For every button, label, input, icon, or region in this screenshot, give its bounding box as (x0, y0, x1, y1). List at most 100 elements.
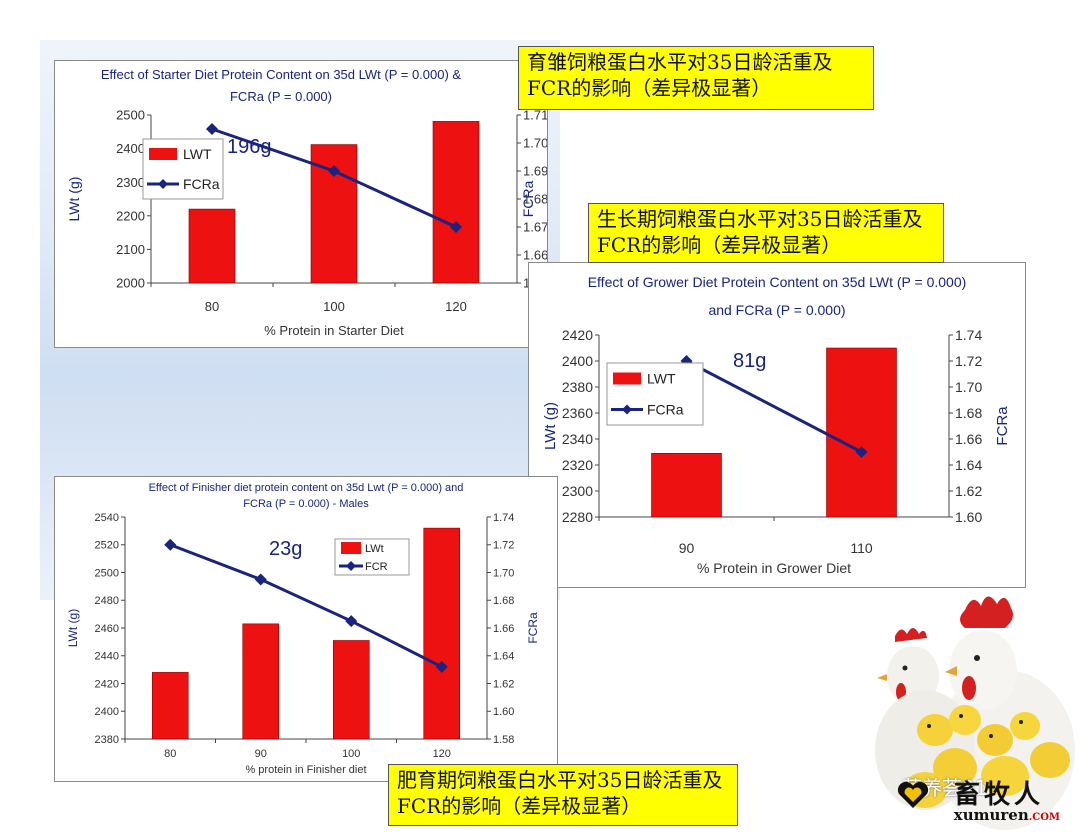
y2-tick-label: 1.68 (955, 405, 982, 421)
x-tick-label: 100 (342, 748, 360, 760)
y2-tick-label: 1.69 (523, 164, 547, 179)
x-tick-label: 80 (164, 748, 176, 760)
x-tick-label: 90 (679, 540, 695, 556)
y-tick-label: 2320 (562, 457, 593, 473)
y2-tick-label: 1.72 (955, 353, 982, 369)
y2-tick-label: 1.72 (493, 540, 514, 552)
starter-chart-panel: Effect of Starter Diet Protein Content o… (54, 60, 548, 348)
fcr-point (164, 538, 177, 551)
chart-title: Effect of Grower Diet Protein Content on… (588, 274, 967, 290)
legend-line-marker (622, 404, 632, 415)
y2-tick-label: 1.74 (493, 512, 514, 524)
finisher-chart-panel: Effect of Finisher diet protein content … (54, 476, 558, 782)
grower-note: 生长期饲粮蛋白水平对35日龄活重及FCR的影响（差异极显著） (588, 203, 944, 263)
fcr-point (328, 165, 340, 177)
y-tick-label: 2280 (562, 509, 593, 525)
y-tick-label: 2400 (116, 141, 145, 156)
y-tick-label: 2420 (95, 678, 119, 690)
fcr-point (435, 660, 448, 673)
y2-axis-label: FCRa (526, 612, 540, 644)
x-axis-label: % protein in Finisher diet (245, 764, 366, 776)
legend-box (142, 138, 224, 200)
chart-title: Effect of Starter Diet Protein Content o… (101, 67, 462, 82)
y2-tick-label: 1.70 (955, 379, 982, 395)
y2-tick-label: 1.64 (493, 651, 514, 663)
y2-tick-label: 1.70 (493, 567, 514, 579)
y2-tick-label: 1.71 (523, 108, 547, 123)
difference-annotation: 81g (733, 350, 766, 372)
x-axis-label: % Protein in Starter Diet (264, 323, 404, 338)
y-tick-label: 2300 (116, 175, 145, 190)
y-tick-label: 2380 (95, 734, 119, 746)
legend-bar-swatch (613, 372, 641, 385)
x-tick-label: 120 (433, 748, 451, 760)
legend-bar-label: LWT (647, 370, 676, 386)
y-tick-label: 2340 (562, 431, 593, 447)
fcr-point (450, 221, 462, 233)
chickens-image (875, 596, 1075, 830)
finisher-chart: Effect of Finisher diet protein content … (66, 482, 540, 776)
starter-note: 育雏饲粮蛋白水平对35日龄活重及FCR的影响（差异极显著） (518, 46, 874, 110)
legend-bar-swatch (149, 148, 177, 160)
y2-tick-label: 1.66 (955, 431, 982, 447)
legend-bar-swatch (341, 542, 361, 554)
y-tick-label: 2480 (95, 595, 119, 607)
y-tick-label: 2380 (562, 379, 593, 395)
y-axis-label: LWt (g) (66, 609, 80, 647)
legend-line-label: FCRa (647, 401, 684, 417)
fcr-point (345, 615, 358, 628)
y-tick-label: 2540 (95, 512, 119, 524)
bar (432, 121, 480, 284)
bar (151, 672, 189, 740)
x-tick-label: 90 (255, 748, 267, 760)
finisher-note: 肥育期饲粮蛋白水平对35日龄活重及FCR的影响（差异极显著） (388, 764, 738, 826)
heart-logo-icon (897, 781, 929, 808)
difference-annotation: 196g (227, 136, 272, 158)
y-tick-label: 2200 (116, 208, 145, 223)
y2-axis-label: FCRa (520, 181, 536, 218)
legend-bar-label: LWT (183, 146, 212, 162)
y-tick-label: 2400 (562, 353, 593, 369)
y-tick-label: 2100 (116, 242, 145, 257)
chart-title: FCRa (P = 0.000) - Males (243, 498, 369, 510)
y-tick-label: 2500 (116, 108, 145, 123)
legend-line-marker (158, 179, 168, 189)
bar (188, 208, 236, 284)
fcr-point (254, 573, 267, 586)
fcr-point (855, 446, 868, 458)
grower-chart: Effect of Grower Diet Protein Content on… (542, 274, 1011, 576)
bar (332, 640, 370, 740)
fcr-line (169, 543, 443, 669)
x-tick-label: 80 (205, 299, 219, 314)
x-tick-label: 110 (850, 540, 873, 556)
chart-title: FCRa (P = 0.000) (230, 89, 332, 104)
y-tick-label: 2520 (95, 540, 119, 552)
y2-axis-label: FCRa (994, 406, 1011, 446)
y-tick-label: 2440 (95, 651, 119, 663)
bar (242, 623, 280, 740)
y-tick-label: 2300 (562, 483, 593, 499)
x-axis-label: % Protein in Grower Diet (697, 560, 851, 576)
legend-line-label: FCRa (183, 176, 220, 192)
y2-tick-label: 1.64 (955, 457, 982, 473)
brand-domain: xumuren.COM (954, 806, 1060, 824)
brand-domain-name: xumuren (953, 806, 1029, 824)
x-tick-label: 100 (323, 299, 345, 314)
bar (826, 347, 897, 518)
y-tick-label: 2400 (95, 706, 119, 718)
y-tick-label: 2500 (95, 567, 119, 579)
grower-chart-panel: Effect of Grower Diet Protein Content on… (528, 262, 1026, 588)
y-tick-label: 2420 (562, 327, 593, 343)
legend-line-label: FCR (365, 561, 388, 573)
legend-bar-label: LWt (365, 543, 384, 555)
y2-tick-label: 1.60 (493, 706, 514, 718)
chart-title: Effect of Finisher diet protein content … (149, 482, 464, 494)
y2-tick-label: 1.68 (523, 192, 547, 207)
legend-line-marker (346, 561, 356, 571)
difference-annotation: 23g (269, 538, 302, 560)
y-axis-label: LWt (g) (66, 177, 82, 222)
y2-tick-label: 1.66 (493, 623, 514, 635)
bar (651, 453, 722, 518)
y2-tick-label: 1.74 (955, 327, 982, 343)
y2-tick-label: 1.62 (955, 483, 982, 499)
